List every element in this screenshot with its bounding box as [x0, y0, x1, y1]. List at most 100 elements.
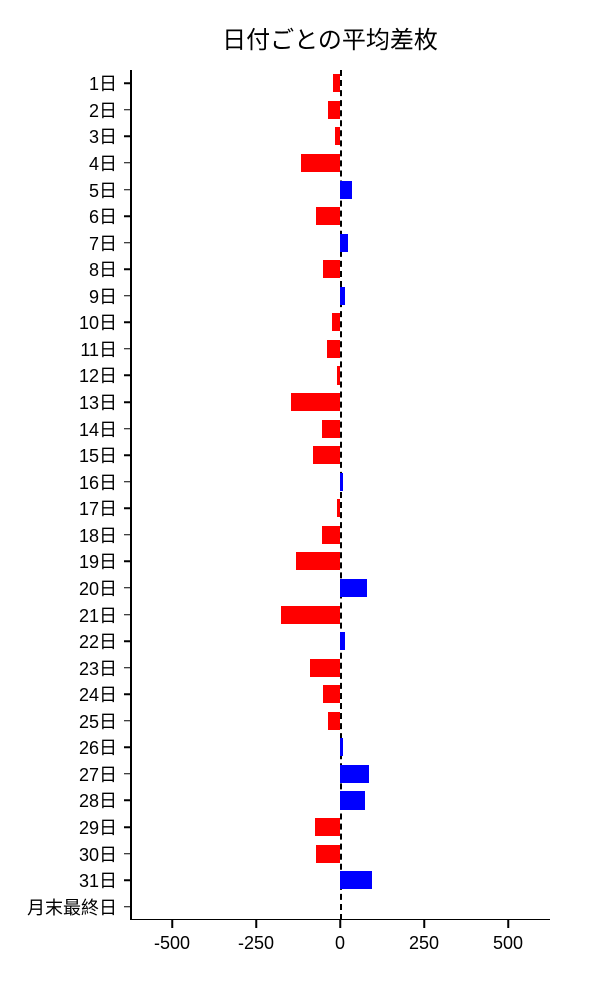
x-axis-label: 0: [335, 933, 345, 954]
y-axis-tick: [124, 800, 130, 802]
bar: [340, 579, 367, 597]
y-axis-label: 10日: [79, 309, 117, 335]
y-axis-tick: [124, 561, 130, 563]
bar: [281, 606, 340, 624]
y-axis-label: 29日: [79, 814, 117, 840]
y-axis-label: 13日: [79, 389, 117, 415]
y-axis-label: 27日: [79, 761, 117, 787]
y-axis-tick: [124, 136, 130, 138]
bar: [335, 127, 340, 145]
y-axis-label: 1日: [89, 70, 117, 96]
y-axis-label: 20日: [79, 575, 117, 601]
y-axis-tick: [124, 773, 130, 775]
x-axis-tick: [423, 920, 425, 928]
x-axis-tick: [255, 920, 257, 928]
bar: [340, 473, 343, 491]
x-axis-label: -250: [238, 933, 274, 954]
y-axis-line: [130, 70, 132, 920]
bar: [340, 765, 369, 783]
bar: [316, 845, 340, 863]
bar: [327, 340, 340, 358]
bar: [340, 181, 352, 199]
y-axis-tick: [124, 215, 130, 217]
y-axis-label: 30日: [79, 841, 117, 867]
bar: [337, 366, 340, 384]
y-axis-tick: [124, 295, 130, 297]
y-axis-label: 25日: [79, 708, 117, 734]
plot-area: 1日2日3日4日5日6日7日8日9日10日11日12日13日14日15日16日1…: [130, 70, 550, 950]
y-axis-tick: [124, 481, 130, 483]
y-axis-tick: [124, 879, 130, 881]
y-axis-label: 16日: [79, 469, 117, 495]
bar: [340, 738, 343, 756]
y-axis-tick: [124, 109, 130, 111]
y-axis-tick: [124, 322, 130, 324]
y-axis-label: 8日: [89, 256, 117, 282]
y-axis-label: 14日: [79, 416, 117, 442]
y-axis-tick: [124, 508, 130, 510]
y-axis-label: 4日: [89, 150, 117, 176]
x-axis-label: 250: [409, 933, 439, 954]
y-axis-tick: [124, 268, 130, 270]
y-axis-label: 22日: [79, 628, 117, 654]
y-axis-tick: [124, 826, 130, 828]
y-axis-tick: [124, 853, 130, 855]
bar: [332, 313, 340, 331]
bar: [340, 234, 348, 252]
x-axis-labels: -500-2500250500: [130, 928, 550, 958]
bar: [323, 685, 340, 703]
chart-container: 日付ごとの平均差枚 1日2日3日4日5日6日7日8日9日10日11日12日13日…: [0, 20, 600, 980]
y-axis-label: 5日: [89, 177, 117, 203]
x-axis-tick: [171, 920, 173, 928]
y-axis-tick: [124, 667, 130, 669]
bar: [340, 791, 365, 809]
chart-title: 日付ごとの平均差枚: [0, 20, 600, 55]
bar: [310, 659, 340, 677]
bar: [291, 393, 340, 411]
y-axis-label: 月末最終日: [27, 894, 117, 920]
bar: [316, 207, 340, 225]
y-axis-tick: [124, 83, 130, 85]
bar: [322, 420, 340, 438]
x-axis-label: 500: [493, 933, 523, 954]
y-axis-tick: [124, 693, 130, 695]
y-axis-tick: [124, 428, 130, 430]
y-axis-label: 19日: [79, 548, 117, 574]
y-axis-tick: [124, 454, 130, 456]
bar: [333, 74, 340, 92]
y-axis-tick: [124, 640, 130, 642]
x-axis-tick: [507, 920, 509, 928]
bar: [322, 526, 340, 544]
bar: [328, 712, 340, 730]
y-axis-tick: [124, 906, 130, 908]
y-axis-label: 15日: [79, 442, 117, 468]
bar: [337, 499, 340, 517]
y-axis-label: 7日: [89, 230, 117, 256]
y-axis-tick: [124, 534, 130, 536]
bar: [328, 101, 340, 119]
y-axis-label: 17日: [79, 495, 117, 521]
y-axis-tick: [124, 614, 130, 616]
y-axis-label: 26日: [79, 734, 117, 760]
bar: [340, 632, 345, 650]
y-axis-tick: [124, 242, 130, 244]
x-axis-tick: [339, 920, 341, 928]
bars-region: 1日2日3日4日5日6日7日8日9日10日11日12日13日14日15日16日1…: [130, 70, 550, 920]
bar: [301, 154, 340, 172]
y-axis-tick: [124, 587, 130, 589]
y-axis-labels: 1日2日3日4日5日6日7日8日9日10日11日12日13日14日15日16日1…: [0, 70, 125, 920]
y-axis-label: 2日: [89, 97, 117, 123]
y-axis-label: 12日: [79, 362, 117, 388]
bar: [296, 552, 340, 570]
y-axis-label: 6日: [89, 203, 117, 229]
bar: [340, 871, 372, 889]
bar: [323, 260, 340, 278]
y-axis-tick: [124, 720, 130, 722]
y-axis-label: 18日: [79, 522, 117, 548]
y-axis-tick: [124, 747, 130, 749]
bar: [313, 446, 340, 464]
y-axis-label: 21日: [79, 602, 117, 628]
y-axis-label: 31日: [79, 867, 117, 893]
y-axis-label: 23日: [79, 655, 117, 681]
bar: [315, 818, 340, 836]
